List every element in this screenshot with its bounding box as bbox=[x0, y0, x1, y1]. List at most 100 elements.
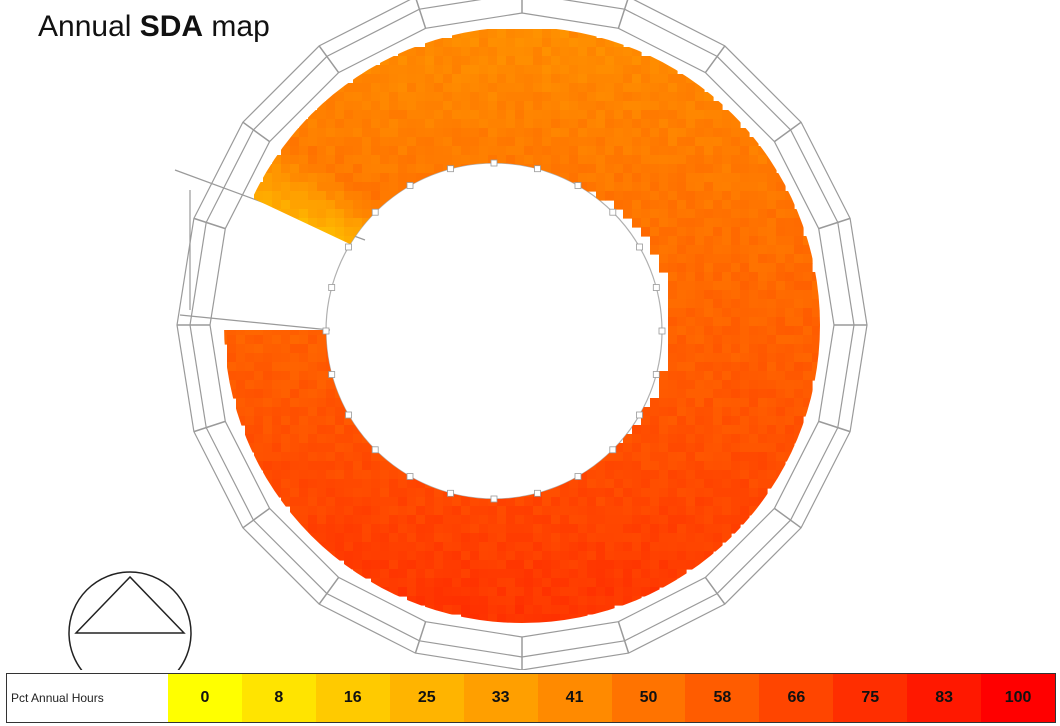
heat-cell bbox=[281, 479, 291, 489]
heat-cell bbox=[299, 290, 309, 300]
heat-cell bbox=[344, 263, 354, 273]
heat-cell bbox=[245, 362, 255, 372]
heat-cell bbox=[299, 164, 309, 174]
heat-cell bbox=[353, 470, 363, 480]
heat-cell bbox=[479, 65, 489, 75]
heat-cell bbox=[578, 506, 588, 516]
heat-cell bbox=[632, 470, 642, 480]
heat-cell bbox=[713, 479, 723, 489]
heat-cell bbox=[695, 407, 705, 417]
heat-cell bbox=[407, 515, 417, 525]
heat-cell bbox=[488, 173, 498, 183]
heat-cell bbox=[650, 398, 660, 408]
heat-cell bbox=[632, 182, 642, 192]
heat-cell bbox=[326, 308, 336, 318]
heat-cell bbox=[731, 326, 741, 336]
heat-cell bbox=[416, 101, 426, 111]
heat-cell bbox=[731, 488, 741, 498]
heat-cell bbox=[614, 128, 624, 138]
heat-cell bbox=[254, 326, 264, 336]
heat-cell bbox=[452, 137, 462, 147]
heat-cell bbox=[740, 263, 750, 273]
heat-cell bbox=[668, 299, 678, 309]
heat-cell bbox=[281, 317, 291, 327]
heat-cell bbox=[245, 227, 255, 237]
heat-cell bbox=[299, 461, 309, 471]
heat-cell bbox=[668, 245, 678, 255]
heat-cell bbox=[767, 335, 777, 345]
heat-cell bbox=[542, 524, 552, 534]
heat-cell bbox=[362, 299, 372, 309]
heat-cell bbox=[371, 281, 381, 291]
heat-cell bbox=[767, 380, 777, 390]
heat-cell bbox=[317, 281, 327, 291]
heat-cell bbox=[659, 524, 669, 534]
heat-cell bbox=[353, 551, 363, 561]
heat-cell bbox=[407, 569, 417, 579]
heat-cell bbox=[677, 182, 687, 192]
heat-cell bbox=[308, 362, 318, 372]
heat-cell bbox=[713, 245, 723, 255]
heat-cell bbox=[380, 83, 390, 93]
heat-cell bbox=[677, 551, 687, 561]
heat-cell bbox=[398, 479, 408, 489]
heat-cell bbox=[776, 470, 786, 480]
heat-cell bbox=[677, 317, 687, 327]
heat-cell bbox=[326, 209, 336, 219]
heat-cell bbox=[695, 452, 705, 462]
heat-cell bbox=[695, 425, 705, 435]
heat-cell bbox=[785, 317, 795, 327]
heat-cell bbox=[236, 362, 246, 372]
heat-cell bbox=[587, 542, 597, 552]
heat-cell bbox=[749, 272, 759, 282]
heat-cell bbox=[263, 254, 273, 264]
heat-cell bbox=[488, 137, 498, 147]
heat-cell bbox=[362, 317, 372, 327]
heat-cell bbox=[704, 380, 714, 390]
heat-cell bbox=[371, 92, 381, 102]
heat-cell bbox=[713, 335, 723, 345]
heat-cell bbox=[713, 119, 723, 129]
heat-cell bbox=[767, 416, 777, 426]
heat-cell bbox=[650, 533, 660, 543]
heat-cell bbox=[317, 245, 327, 255]
heat-cell bbox=[452, 542, 462, 552]
heat-cell bbox=[344, 128, 354, 138]
heat-cell bbox=[713, 461, 723, 471]
heat-cell bbox=[722, 335, 732, 345]
heat-cell bbox=[686, 227, 696, 237]
heat-cell bbox=[677, 371, 687, 381]
heat-cell bbox=[272, 182, 282, 192]
heat-cell bbox=[470, 56, 480, 66]
heat-cell bbox=[695, 92, 705, 102]
heat-cell bbox=[299, 353, 309, 363]
heat-cell bbox=[659, 407, 669, 417]
heat-cell bbox=[722, 461, 732, 471]
heat-cell bbox=[281, 173, 291, 183]
heat-cell bbox=[641, 173, 651, 183]
heat-cell bbox=[254, 452, 264, 462]
heat-cell bbox=[686, 155, 696, 165]
heat-cell bbox=[335, 263, 345, 273]
heat-cell bbox=[425, 506, 435, 516]
heat-cell bbox=[506, 119, 516, 129]
heat-cell bbox=[596, 137, 606, 147]
heat-cell bbox=[569, 92, 579, 102]
heat-cell bbox=[533, 524, 543, 534]
heat-cell bbox=[731, 497, 741, 507]
heat-cell bbox=[416, 110, 426, 120]
heat-cell bbox=[794, 380, 804, 390]
heat-cell bbox=[398, 47, 408, 57]
heat-cell bbox=[632, 218, 642, 228]
heat-cell bbox=[686, 380, 696, 390]
heat-cell bbox=[335, 461, 345, 471]
heat-cell bbox=[686, 92, 696, 102]
heat-cell bbox=[740, 245, 750, 255]
heat-cell bbox=[551, 497, 561, 507]
heat-cell bbox=[263, 164, 273, 174]
heat-cell bbox=[686, 119, 696, 129]
heat-cell bbox=[641, 182, 651, 192]
heat-cell bbox=[749, 299, 759, 309]
heat-cell bbox=[686, 452, 696, 462]
heat-cell bbox=[497, 146, 507, 156]
